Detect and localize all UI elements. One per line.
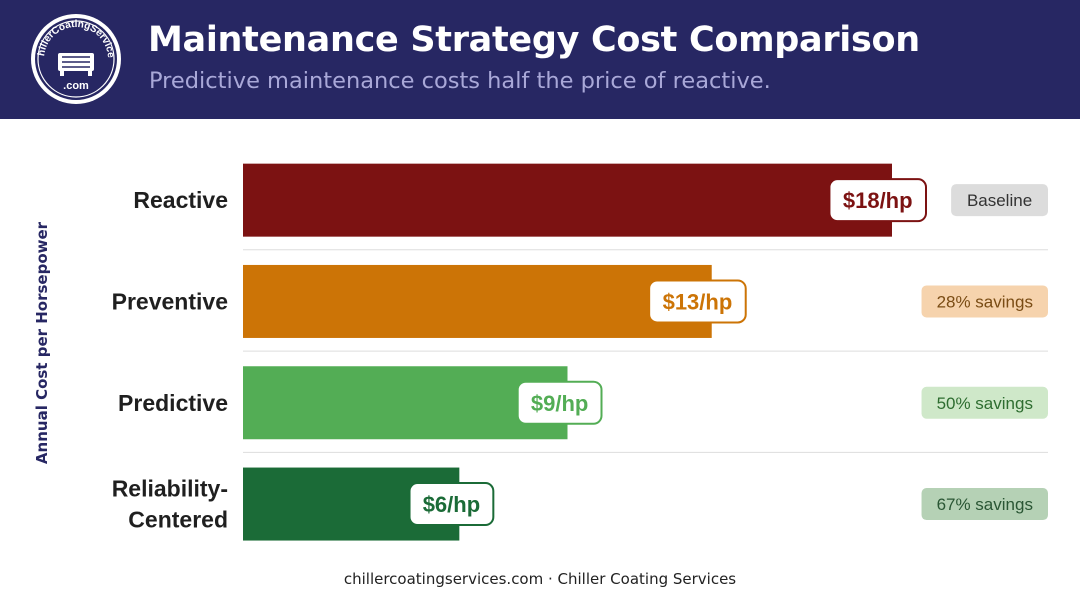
bar-2 [243, 264, 712, 338]
category-label-1: Reactive [133, 187, 228, 213]
value-label-box-1 [828, 178, 927, 223]
savings-label-1: Baseline [967, 191, 1032, 210]
value-label-1: $18/hp [843, 188, 913, 213]
savings-badge-1 [951, 184, 1048, 217]
logo-text-bottom: .com [63, 80, 89, 92]
category-label-3: Predictive [118, 390, 228, 416]
page-subtitle: Predictive maintenance costs half the pr… [149, 68, 771, 94]
bar-1 [243, 163, 892, 237]
bar-3 [243, 366, 568, 440]
value-label-box-2 [648, 279, 747, 324]
category-label-4-line-1: Reliability- [112, 476, 228, 502]
savings-badge-4 [921, 488, 1048, 521]
category-label-2: Preventive [112, 288, 228, 314]
savings-badge-3 [921, 386, 1048, 419]
category-label-4-line-2: Centered [128, 507, 228, 533]
savings-label-4: 67% savings [937, 495, 1033, 514]
page-title: Maintenance Strategy Cost Comparison [148, 20, 920, 60]
savings-label-2: 28% savings [937, 292, 1033, 311]
value-label-box-3 [516, 380, 603, 425]
value-label-2: $13/hp [663, 289, 733, 314]
value-label-4: $6/hp [423, 492, 480, 517]
savings-label-3: 50% savings [937, 394, 1033, 413]
value-label-3: $9/hp [531, 391, 588, 416]
value-label-box-4 [408, 482, 495, 527]
savings-badge-2 [921, 285, 1048, 318]
footer-credit: chillercoatingservices.com · Chiller Coa… [343, 570, 737, 588]
